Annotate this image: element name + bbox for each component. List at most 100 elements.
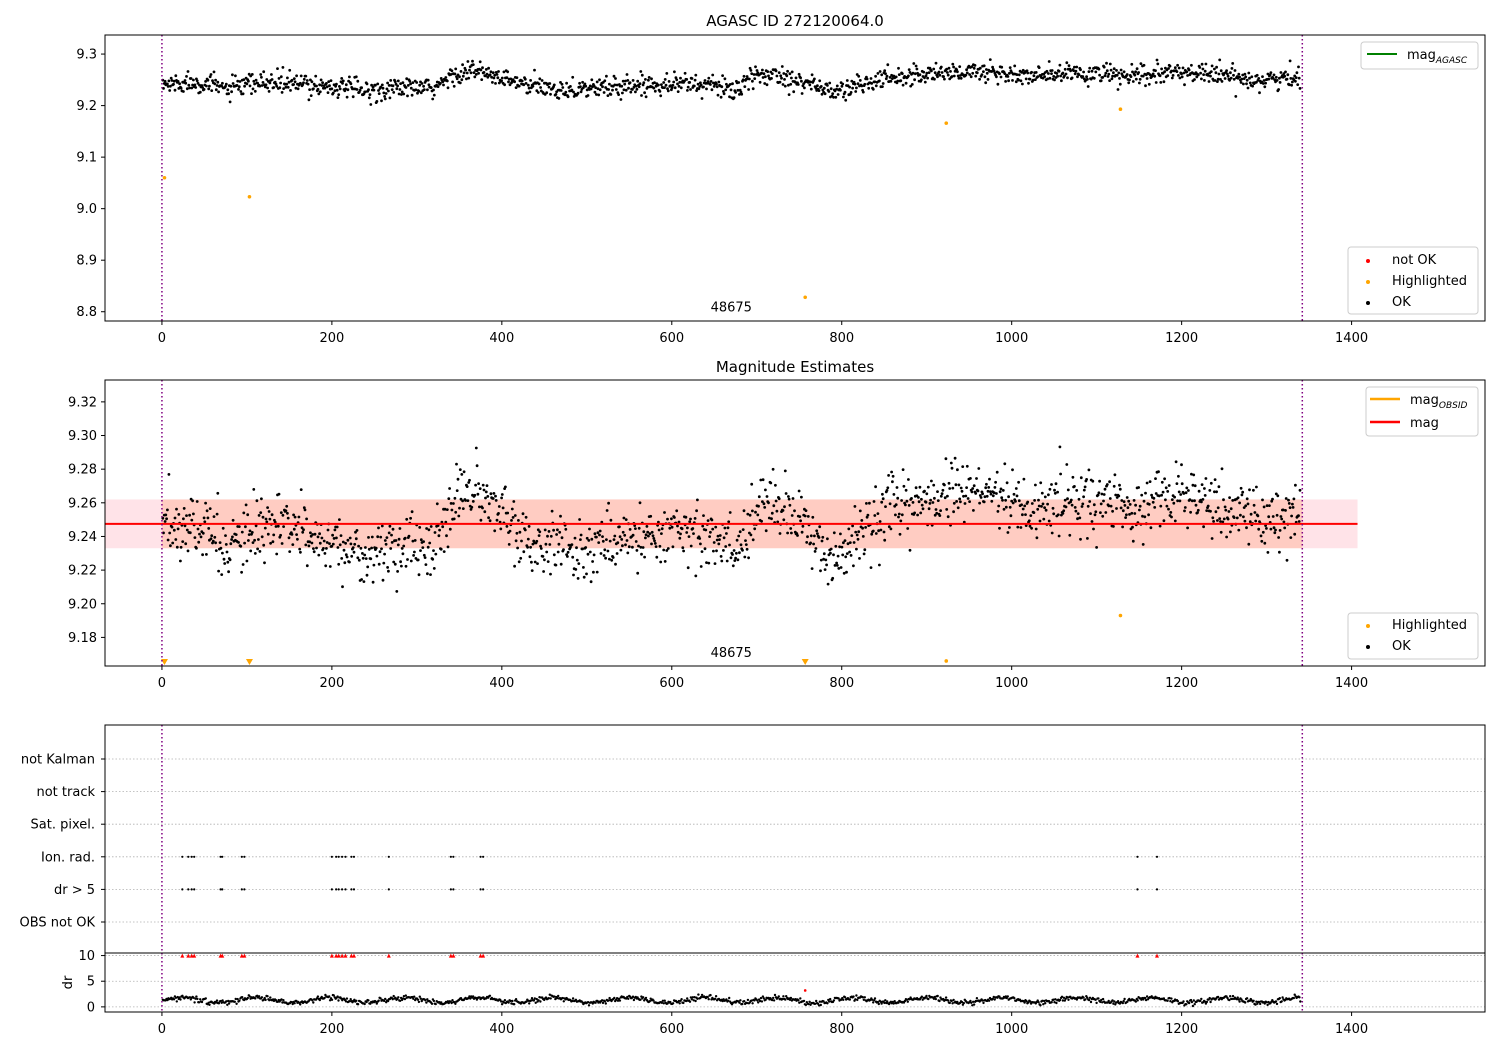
dr-point [632, 998, 636, 1002]
ok-point [899, 79, 903, 83]
ok-point [901, 83, 905, 87]
ok-point [1293, 532, 1297, 536]
ok-point [986, 489, 990, 493]
ok-point [325, 541, 329, 544]
ok-point [573, 536, 577, 540]
ok-point [856, 82, 860, 86]
ok-point [1187, 489, 1190, 492]
ok-point [858, 557, 861, 560]
ok-point [598, 529, 602, 533]
ok-point [644, 78, 647, 81]
ok-point [1246, 502, 1250, 506]
ok-point [799, 76, 802, 80]
dr-point [987, 999, 991, 1002]
flag-point [482, 855, 485, 858]
off-scale-marker [245, 659, 253, 665]
dr-point [402, 995, 406, 998]
ok-point [563, 93, 567, 97]
dr-point [781, 997, 784, 1001]
dr-point [198, 1001, 201, 1004]
ok-point [1073, 485, 1076, 488]
dr-point [385, 1001, 388, 1004]
ok-point [1239, 486, 1243, 490]
ok-point [948, 487, 952, 490]
ok-point [707, 76, 711, 80]
ok-point [590, 537, 594, 541]
ok-point [614, 88, 618, 91]
ok-point [1257, 77, 1261, 80]
dr-point [425, 1001, 428, 1004]
ok-point [545, 550, 549, 554]
ok-point [917, 500, 921, 504]
ok-point [202, 516, 206, 520]
ok-point [753, 77, 757, 80]
ok-point [1141, 74, 1145, 78]
ok-point [761, 76, 765, 79]
y-tick-label: 9.28 [68, 463, 97, 478]
ok-point [1019, 79, 1023, 83]
ok-point [666, 89, 670, 93]
legend-label: Highlighted [1392, 274, 1467, 289]
dr-point [532, 999, 536, 1002]
flag-point [219, 888, 222, 891]
ok-point [1243, 519, 1247, 523]
ok-point [946, 71, 949, 74]
ok-point [856, 537, 860, 541]
ok-point [196, 527, 200, 531]
dr-point [238, 999, 241, 1002]
ok-point [822, 557, 825, 561]
ok-point [598, 533, 601, 537]
ok-point [424, 563, 428, 566]
ok-point [512, 500, 516, 503]
ok-point [1112, 484, 1116, 488]
ok-point [1074, 69, 1078, 73]
ok-point [1191, 483, 1195, 487]
ok-point [927, 71, 931, 74]
dr-point [1200, 997, 1203, 1001]
ok-point [636, 79, 640, 83]
ok-point [379, 85, 383, 89]
dr-point [773, 993, 777, 997]
ok-point [458, 81, 462, 85]
ok-point [1230, 67, 1234, 70]
dr-clipped-marker [386, 953, 391, 958]
ok-point [458, 468, 462, 471]
ok-point [717, 542, 721, 546]
ok-point [1226, 74, 1230, 78]
ok-point [468, 68, 471, 72]
legend-marker [1366, 645, 1370, 649]
dr-point [691, 996, 694, 999]
ok-point [1155, 58, 1159, 62]
dr-clipped-marker [242, 953, 247, 958]
ok-point [695, 89, 698, 92]
ok-point [302, 77, 306, 81]
ok-point [274, 525, 278, 528]
ok-point [679, 532, 682, 536]
ok-point [865, 502, 868, 505]
ok-point [750, 482, 754, 486]
ok-point [926, 76, 929, 80]
ok-point [888, 76, 892, 79]
ok-point [1149, 526, 1153, 530]
ok-point [259, 511, 263, 514]
flag-point [221, 888, 224, 891]
ok-point [229, 542, 233, 546]
dr-point [451, 999, 454, 1002]
dr-point [1023, 1001, 1026, 1004]
ok-point [1231, 499, 1235, 502]
ok-point [678, 536, 682, 540]
ok-point [1086, 85, 1090, 88]
ok-point [920, 503, 924, 507]
ok-point [952, 65, 955, 69]
ok-point [731, 82, 734, 86]
ok-point [1272, 526, 1276, 530]
ok-point [252, 488, 256, 491]
ok-point [852, 541, 856, 544]
ok-point [364, 546, 367, 549]
ok-point [1004, 80, 1007, 83]
ok-point [406, 84, 410, 87]
ok-point [442, 550, 446, 553]
ok-point [1106, 75, 1110, 78]
ok-point [245, 82, 249, 86]
dr-point [553, 995, 556, 998]
